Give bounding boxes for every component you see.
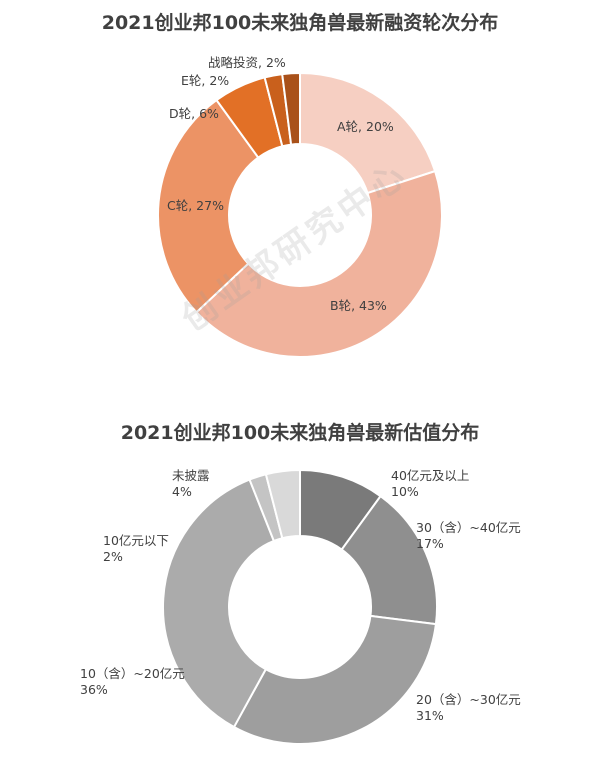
chart1-label-2: C轮, 27%: [167, 198, 224, 213]
chart2-slice-2: [232, 614, 438, 745]
chart1-slice-0: [299, 71, 437, 195]
chart1-slice-2: [157, 98, 260, 314]
chart2-slice-5: [264, 468, 301, 540]
chart1-label-4: E轮, 2%: [181, 73, 229, 88]
chart2-label-5: 未披露 4%: [172, 468, 210, 499]
chart1-slice-5: [281, 71, 301, 146]
chart2-slice-1: [340, 494, 438, 626]
chart1-label-3: D轮, 6%: [169, 106, 219, 121]
chart1-label-0: A轮, 20%: [337, 119, 394, 134]
chart2-label-0: 40亿元及以上 10%: [391, 468, 469, 499]
chart2-slice-3: [162, 478, 276, 729]
chart2-title: 2021创业邦100未来独角兽最新估值分布: [120, 422, 480, 444]
chart1-label-1: B轮, 43%: [330, 298, 387, 313]
chart1-title: 2021创业邦100未来独角兽最新融资轮次分布: [101, 12, 499, 34]
chart2-label-4: 10亿元以下 2%: [103, 533, 169, 564]
chart1-slice-1: [195, 169, 443, 358]
chart2-label-3: 10（含）~20亿元 36%: [80, 666, 185, 697]
chart1-label-5: 战略投资, 2%: [208, 55, 286, 70]
chart2-label-1: 30（含）~40亿元 17%: [416, 520, 521, 551]
chart2-label-2: 20（含）~30亿元 31%: [416, 692, 521, 723]
